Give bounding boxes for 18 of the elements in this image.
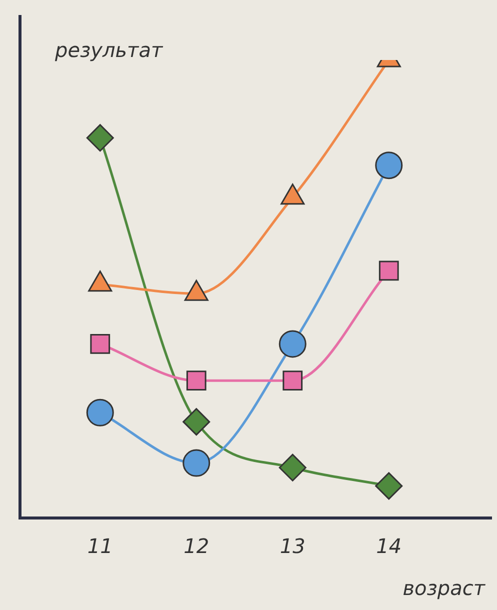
- point: [378, 260, 399, 281]
- point: [282, 370, 303, 391]
- point: [375, 472, 403, 500]
- point: [278, 330, 306, 358]
- point: [186, 370, 206, 391]
- x-tick-label: 12: [184, 534, 210, 558]
- point: [375, 152, 403, 180]
- x-tick-label: 13: [280, 534, 306, 558]
- point: [278, 454, 306, 482]
- point: [90, 334, 110, 354]
- point: [182, 449, 210, 477]
- point: [86, 124, 114, 152]
- x-axis-title: возраст: [402, 576, 485, 600]
- y-axis-title: результат: [55, 38, 163, 62]
- x-tick-label: 14: [376, 534, 402, 558]
- point: [182, 408, 210, 436]
- x-tick-label: 11: [87, 534, 113, 558]
- point: [86, 398, 114, 426]
